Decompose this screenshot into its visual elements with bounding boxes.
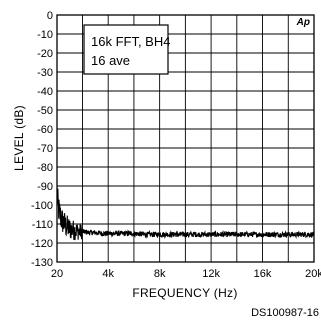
y-tick-label: -60	[37, 124, 53, 136]
x-axis-title: FREQUENCY (Hz)	[132, 286, 237, 300]
y-tick-label: -90	[37, 181, 53, 193]
y-tick-label: -40	[37, 86, 53, 98]
y-tick-label: -130	[31, 257, 53, 269]
y-tick-label: -110	[32, 219, 53, 231]
y-axis-title: LEVEL (dB)	[12, 105, 26, 171]
x-tick-labels: 20 4k 8k 12k 16k 20k	[51, 268, 321, 280]
y-tick-label: 0	[47, 10, 53, 22]
annotation-line-2: 16 ave	[91, 53, 130, 68]
document-id: DS100987-16	[251, 307, 319, 319]
y-tick-label: -20	[37, 48, 53, 60]
plot-frame	[56, 14, 315, 263]
y-tick-label: -30	[37, 67, 53, 79]
y-tick-label: -120	[31, 238, 53, 250]
x-tick-label: 16k	[254, 268, 272, 280]
ap-logo: Ap	[296, 17, 310, 28]
annotation-box	[83, 24, 169, 75]
x-tick-label: 8k	[154, 268, 166, 280]
y-tick-label: -80	[37, 162, 53, 174]
y-tick-label: -70	[37, 143, 53, 155]
x-tick-label: 4k	[102, 268, 114, 280]
y-tick-label: -50	[37, 105, 53, 117]
x-tick-label: 12k	[202, 268, 220, 280]
noise-floor-trace	[56, 188, 315, 241]
y-tick-labels: 0 -10 -20 -30 -40 -50 -60 -70 -80 -90 -100 -110 -120…	[31, 10, 53, 269]
y-tick-label: -100	[31, 200, 53, 212]
x-tick-label: 20k	[305, 268, 321, 280]
annotation-line-1: 16k FFT, BH4	[91, 34, 170, 49]
x-tick-label: 20	[51, 268, 63, 280]
y-tick-label: -10	[37, 29, 53, 41]
